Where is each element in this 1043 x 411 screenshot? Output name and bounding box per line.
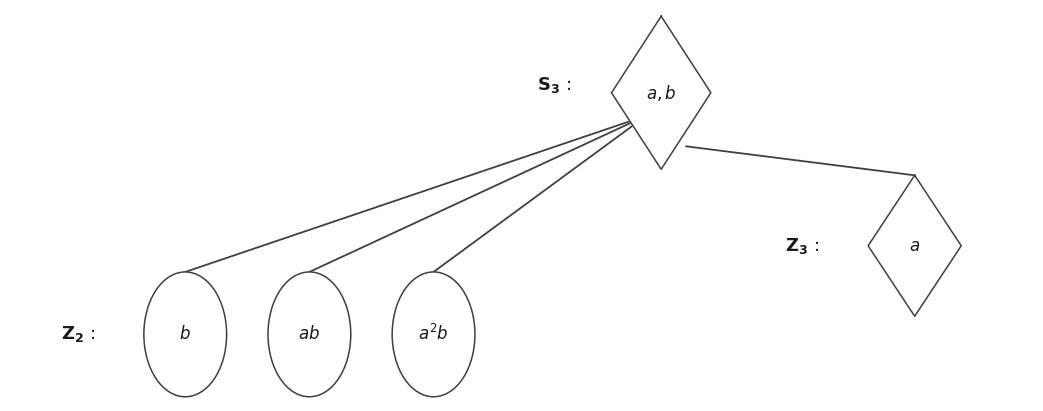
Text: $\mathit{ab}$: $\mathit{ab}$ <box>298 326 320 343</box>
Text: $\mathit{a}^2\mathit{b}$: $\mathit{a}^2\mathit{b}$ <box>418 324 448 344</box>
Polygon shape <box>868 175 962 316</box>
Text: $\mathit{a}$: $\mathit{a}$ <box>909 237 920 255</box>
Text: $\mathbf{Z_3}$ :: $\mathbf{Z_3}$ : <box>785 236 820 256</box>
Text: $\mathbf{S_3}$ :: $\mathbf{S_3}$ : <box>537 75 572 95</box>
Text: $\mathit{a}, \mathit{b}$: $\mathit{a}, \mathit{b}$ <box>646 83 677 103</box>
Text: $\mathbf{Z_2}$ :: $\mathbf{Z_2}$ : <box>62 324 95 344</box>
Ellipse shape <box>268 272 350 397</box>
Polygon shape <box>611 16 711 169</box>
Text: $\mathit{b}$: $\mathit{b}$ <box>179 326 191 343</box>
Ellipse shape <box>392 272 475 397</box>
Ellipse shape <box>144 272 226 397</box>
